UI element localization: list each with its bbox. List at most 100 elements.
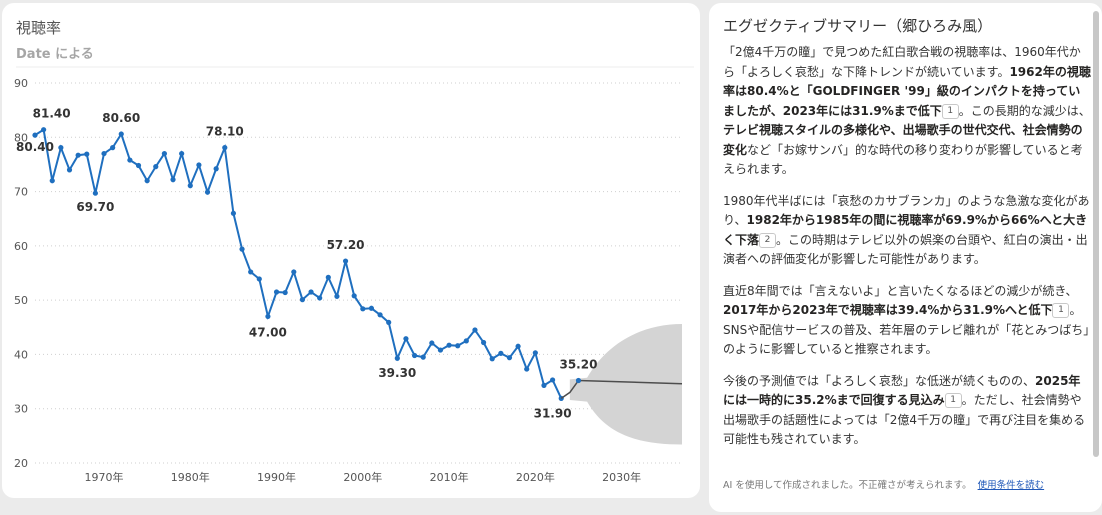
data-point[interactable]: [239, 246, 245, 252]
ai-disclaimer-text: AI を使用して作成されました。不正確さが考えられます。: [723, 480, 972, 491]
data-point[interactable]: [325, 274, 331, 280]
data-point[interactable]: [187, 183, 193, 189]
summary-paragraph: 「2億4千万の瞳」で見つめた紅白歌合戦の視聴率は、1960年代から「よろしく哀愁…: [723, 43, 1091, 180]
data-label: 57.20: [327, 238, 365, 252]
data-point[interactable]: [455, 343, 461, 349]
data-point[interactable]: [334, 293, 340, 299]
data-point[interactable]: [377, 312, 383, 318]
forecast-point[interactable]: [575, 377, 582, 384]
data-point[interactable]: [265, 313, 271, 320]
data-point[interactable]: [273, 289, 280, 295]
data-point[interactable]: [532, 350, 538, 356]
chart-subtitle: Date による: [16, 47, 94, 62]
line-chart[interactable]: 20 30 40 50 60 70 80 90 1970年 1980年 1990年 2000年 2010…: [2, 3, 700, 498]
data-point[interactable]: [75, 152, 81, 158]
data-point[interactable]: [386, 319, 392, 325]
y-tick-label: 40: [14, 348, 28, 361]
data-point[interactable]: [360, 306, 366, 312]
data-point[interactable]: [179, 150, 185, 157]
summary-highlight: 2025年には一時的に35.2%まで回復する見込み: [723, 373, 1081, 408]
data-point[interactable]: [256, 276, 262, 282]
data-point[interactable]: [463, 338, 469, 344]
data-point[interactable]: [403, 336, 409, 342]
data-point[interactable]: [118, 131, 124, 137]
data-point[interactable]: [161, 150, 167, 157]
data-point[interactable]: [170, 177, 176, 183]
x-tick-label: 2010年: [430, 470, 469, 484]
data-point[interactable]: [498, 350, 504, 356]
data-label: 78.10: [206, 125, 244, 139]
data-label: 39.30: [378, 366, 416, 380]
forecast-band: [569, 324, 682, 445]
summary-text: 「2億4千万の瞳」で見つめた紅白歌合戦の視聴率は、1960年代から「よろしく哀愁…: [723, 45, 1081, 79]
data-point[interactable]: [342, 258, 349, 264]
data-point[interactable]: [368, 305, 375, 311]
data-point[interactable]: [32, 132, 38, 138]
data-point[interactable]: [58, 145, 64, 151]
citation-badge[interactable]: 1: [944, 393, 962, 408]
citation-badge[interactable]: 2: [759, 232, 777, 248]
data-point[interactable]: [92, 190, 98, 196]
data-point[interactable]: [489, 356, 495, 362]
data-point[interactable]: [213, 166, 219, 172]
citation-badge[interactable]: 1: [1052, 303, 1070, 318]
data-point[interactable]: [351, 293, 357, 299]
data-point[interactable]: [127, 157, 133, 163]
summary-text: 直近8年間では「言えないよ」と言いたくなるほどの減少が続き、: [723, 283, 1078, 298]
data-point[interactable]: [84, 151, 90, 157]
summary-highlight: 2017年から2023年で視聴率は39.4%から31.9%へと低下: [723, 303, 1053, 317]
data-point[interactable]: [437, 347, 444, 353]
data-point[interactable]: [480, 339, 487, 346]
data-point[interactable]: [472, 327, 478, 333]
data-point[interactable]: [515, 343, 521, 349]
summary-text: 。この長期的な減少は、: [958, 103, 1091, 118]
data-point[interactable]: [291, 269, 297, 275]
data-point[interactable]: [550, 377, 556, 383]
data-point[interactable]: [144, 178, 150, 184]
terms-link[interactable]: 使用条件を読む: [977, 480, 1045, 491]
x-tick-label: 2030年: [602, 470, 641, 484]
data-point[interactable]: [41, 127, 47, 133]
data-point[interactable]: [248, 269, 254, 275]
data-point[interactable]: [394, 355, 400, 361]
y-tick-label: 20: [14, 457, 28, 470]
citation-badge[interactable]: 1: [941, 103, 959, 119]
data-point[interactable]: [222, 145, 228, 151]
data-point[interactable]: [524, 366, 530, 372]
data-point[interactable]: [153, 164, 159, 170]
summary-highlight: 1982年から1985年の間に視聴率が69.9%から66%へと大きく下落: [723, 213, 1088, 247]
forecast-line: [560, 379, 683, 400]
summary-scrollbar[interactable]: [1093, 11, 1099, 457]
y-tick-label: 80: [14, 131, 28, 144]
summary-paragraph: 今後の予測値では「よろしく哀愁」な低迷が続くものの、2025年には一時的に35.…: [723, 372, 1091, 450]
data-point[interactable]: [411, 352, 418, 359]
summary-paragraph: 直近8年間では「言えないよ」と言いたくなるほどの減少が続き、 2017年から202…: [723, 282, 1091, 360]
y-tick-label: 90: [14, 77, 28, 90]
data-point[interactable]: [541, 382, 547, 388]
series-line: [34, 128, 563, 399]
data-point[interactable]: [101, 150, 107, 157]
data-point[interactable]: [446, 342, 452, 348]
data-label: 81.40: [33, 107, 71, 121]
chart-title: 視聴率: [16, 19, 62, 37]
data-point[interactable]: [429, 340, 435, 346]
summary-text: 。SNSや配信サービスの普及、若年層のテレビ離れが「花とみつばち」のように影響し…: [723, 303, 1090, 356]
data-point[interactable]: [230, 210, 237, 216]
data-point[interactable]: [196, 162, 202, 168]
data-point[interactable]: [299, 297, 306, 303]
y-tick-label: 70: [14, 186, 28, 199]
data-point[interactable]: [204, 189, 211, 195]
data-point[interactable]: [282, 289, 288, 296]
x-tick-label: 1980年: [171, 470, 210, 484]
data-point[interactable]: [66, 167, 73, 173]
data-point[interactable]: [308, 289, 314, 295]
summary-highlight: テレビ視聴スタイルの多様化や、出場歌手の世代交代、社会情勢の変化: [723, 123, 1083, 157]
data-point[interactable]: [506, 355, 513, 361]
data-point[interactable]: [49, 178, 55, 184]
data-point[interactable]: [420, 354, 426, 360]
data-point[interactable]: [110, 145, 116, 151]
summary-text: 今後の予測値では「よろしく哀愁」な低迷が続くものの、: [723, 373, 1036, 388]
data-point[interactable]: [135, 162, 142, 169]
data-point[interactable]: [317, 295, 323, 301]
x-tick-label: 2020年: [516, 470, 555, 484]
